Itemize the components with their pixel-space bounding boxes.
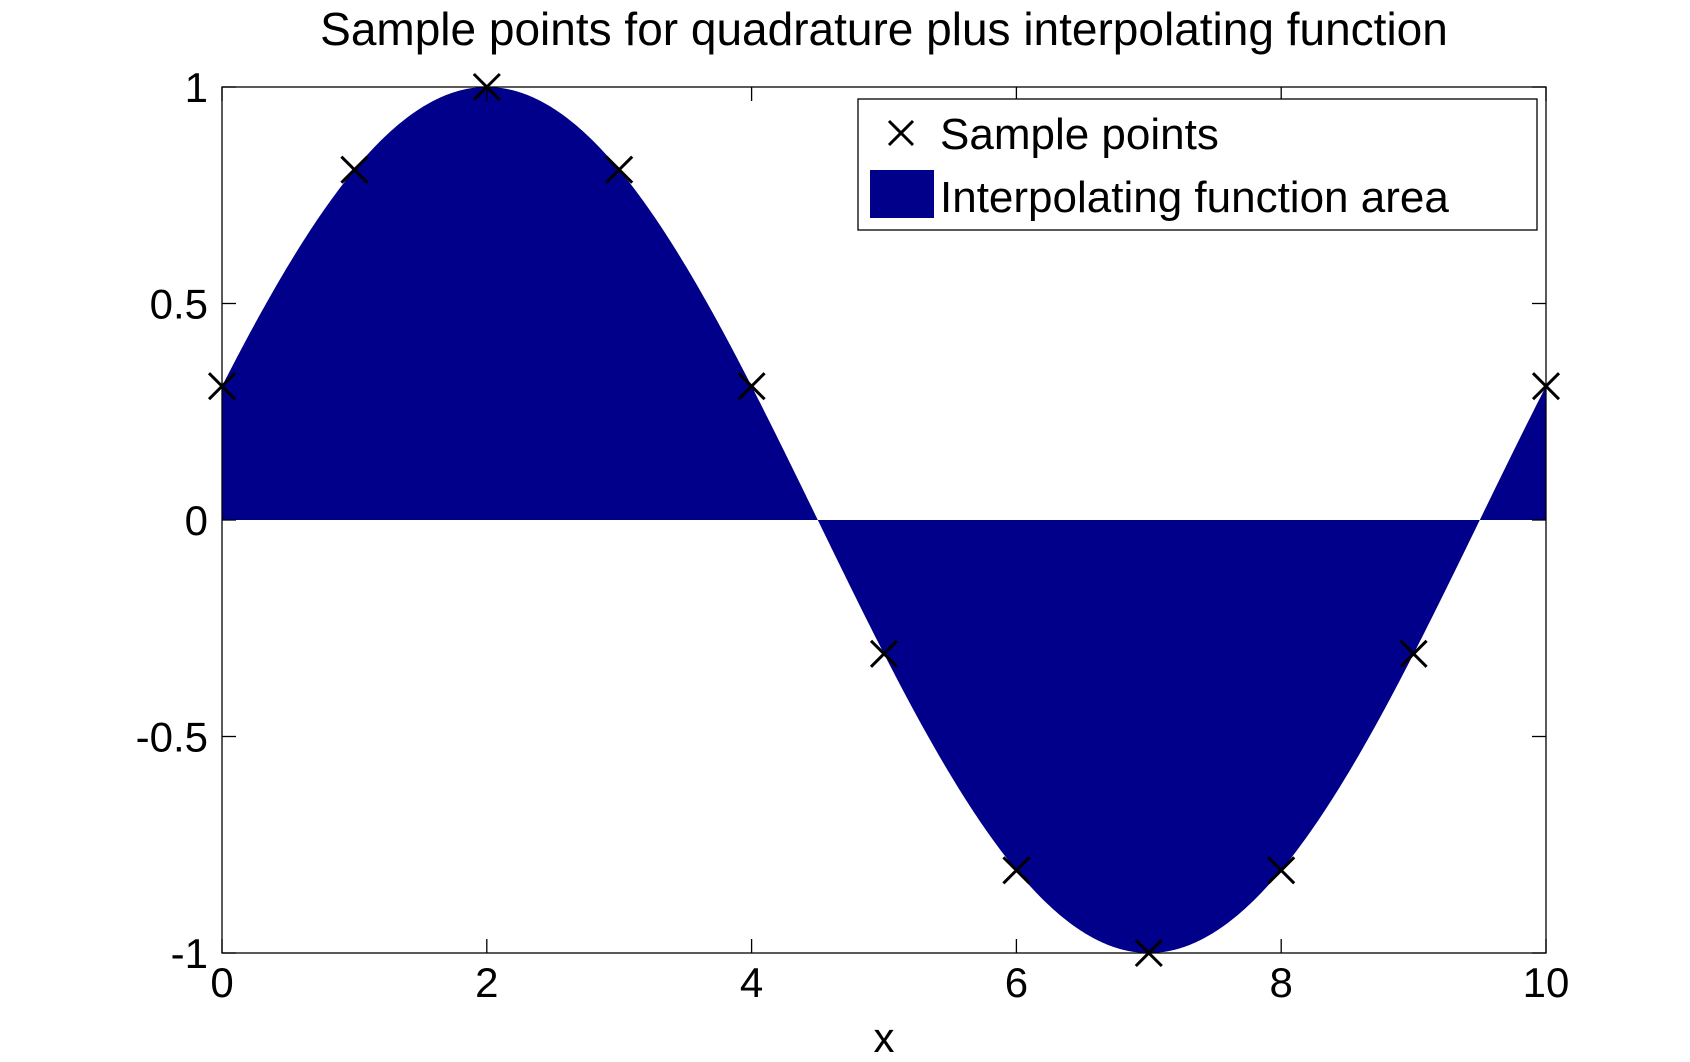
sample-point [340, 155, 369, 184]
y-tick-label: -1 [171, 930, 208, 977]
plot-frame [221, 86, 1547, 954]
sample-point [472, 72, 501, 102]
sample-point [1267, 856, 1296, 885]
y-tick-label: 0.5 [150, 281, 208, 328]
x-tick-label: 8 [1270, 959, 1293, 1006]
legend: Sample points Interpolating function are… [857, 98, 1538, 231]
sample-point [1002, 856, 1031, 885]
sample-point [605, 155, 634, 184]
x-tick-label: 0 [210, 959, 233, 1006]
plot-area [207, 72, 1561, 968]
x-tick-label: 2 [475, 959, 498, 1006]
x-tick-label: 6 [1005, 959, 1028, 1006]
chart-title: Sample points for quadrature plus interp… [320, 3, 1448, 55]
y-tick-label: 1 [185, 64, 208, 111]
tick-labels: 0 2 4 6 8 10 -1 -0.5 0 0.5 1 [136, 64, 1570, 1006]
sample-point [207, 372, 237, 401]
sample-point [737, 372, 766, 401]
legend-label-interpolating-area: Interpolating function area [940, 173, 1449, 222]
legend-label-sample-points: Sample points [940, 110, 1219, 159]
y-tick-label: -0.5 [136, 714, 208, 761]
interpolating-function-area [222, 87, 1546, 953]
legend-box [857, 98, 1538, 231]
sample-points [207, 72, 1561, 968]
sample-point [869, 639, 899, 668]
x-tick-label: 10 [1523, 959, 1570, 1006]
x-axis-label: x [874, 1014, 895, 1057]
x-tick-label: 4 [740, 959, 763, 1006]
legend-swatch-interpolating-area [870, 170, 934, 218]
legend-marker-sample-points [887, 119, 915, 147]
y-tick-label: 0 [185, 497, 208, 544]
sample-point [1134, 938, 1163, 968]
sample-point [1531, 372, 1561, 401]
sample-point [1399, 639, 1428, 668]
